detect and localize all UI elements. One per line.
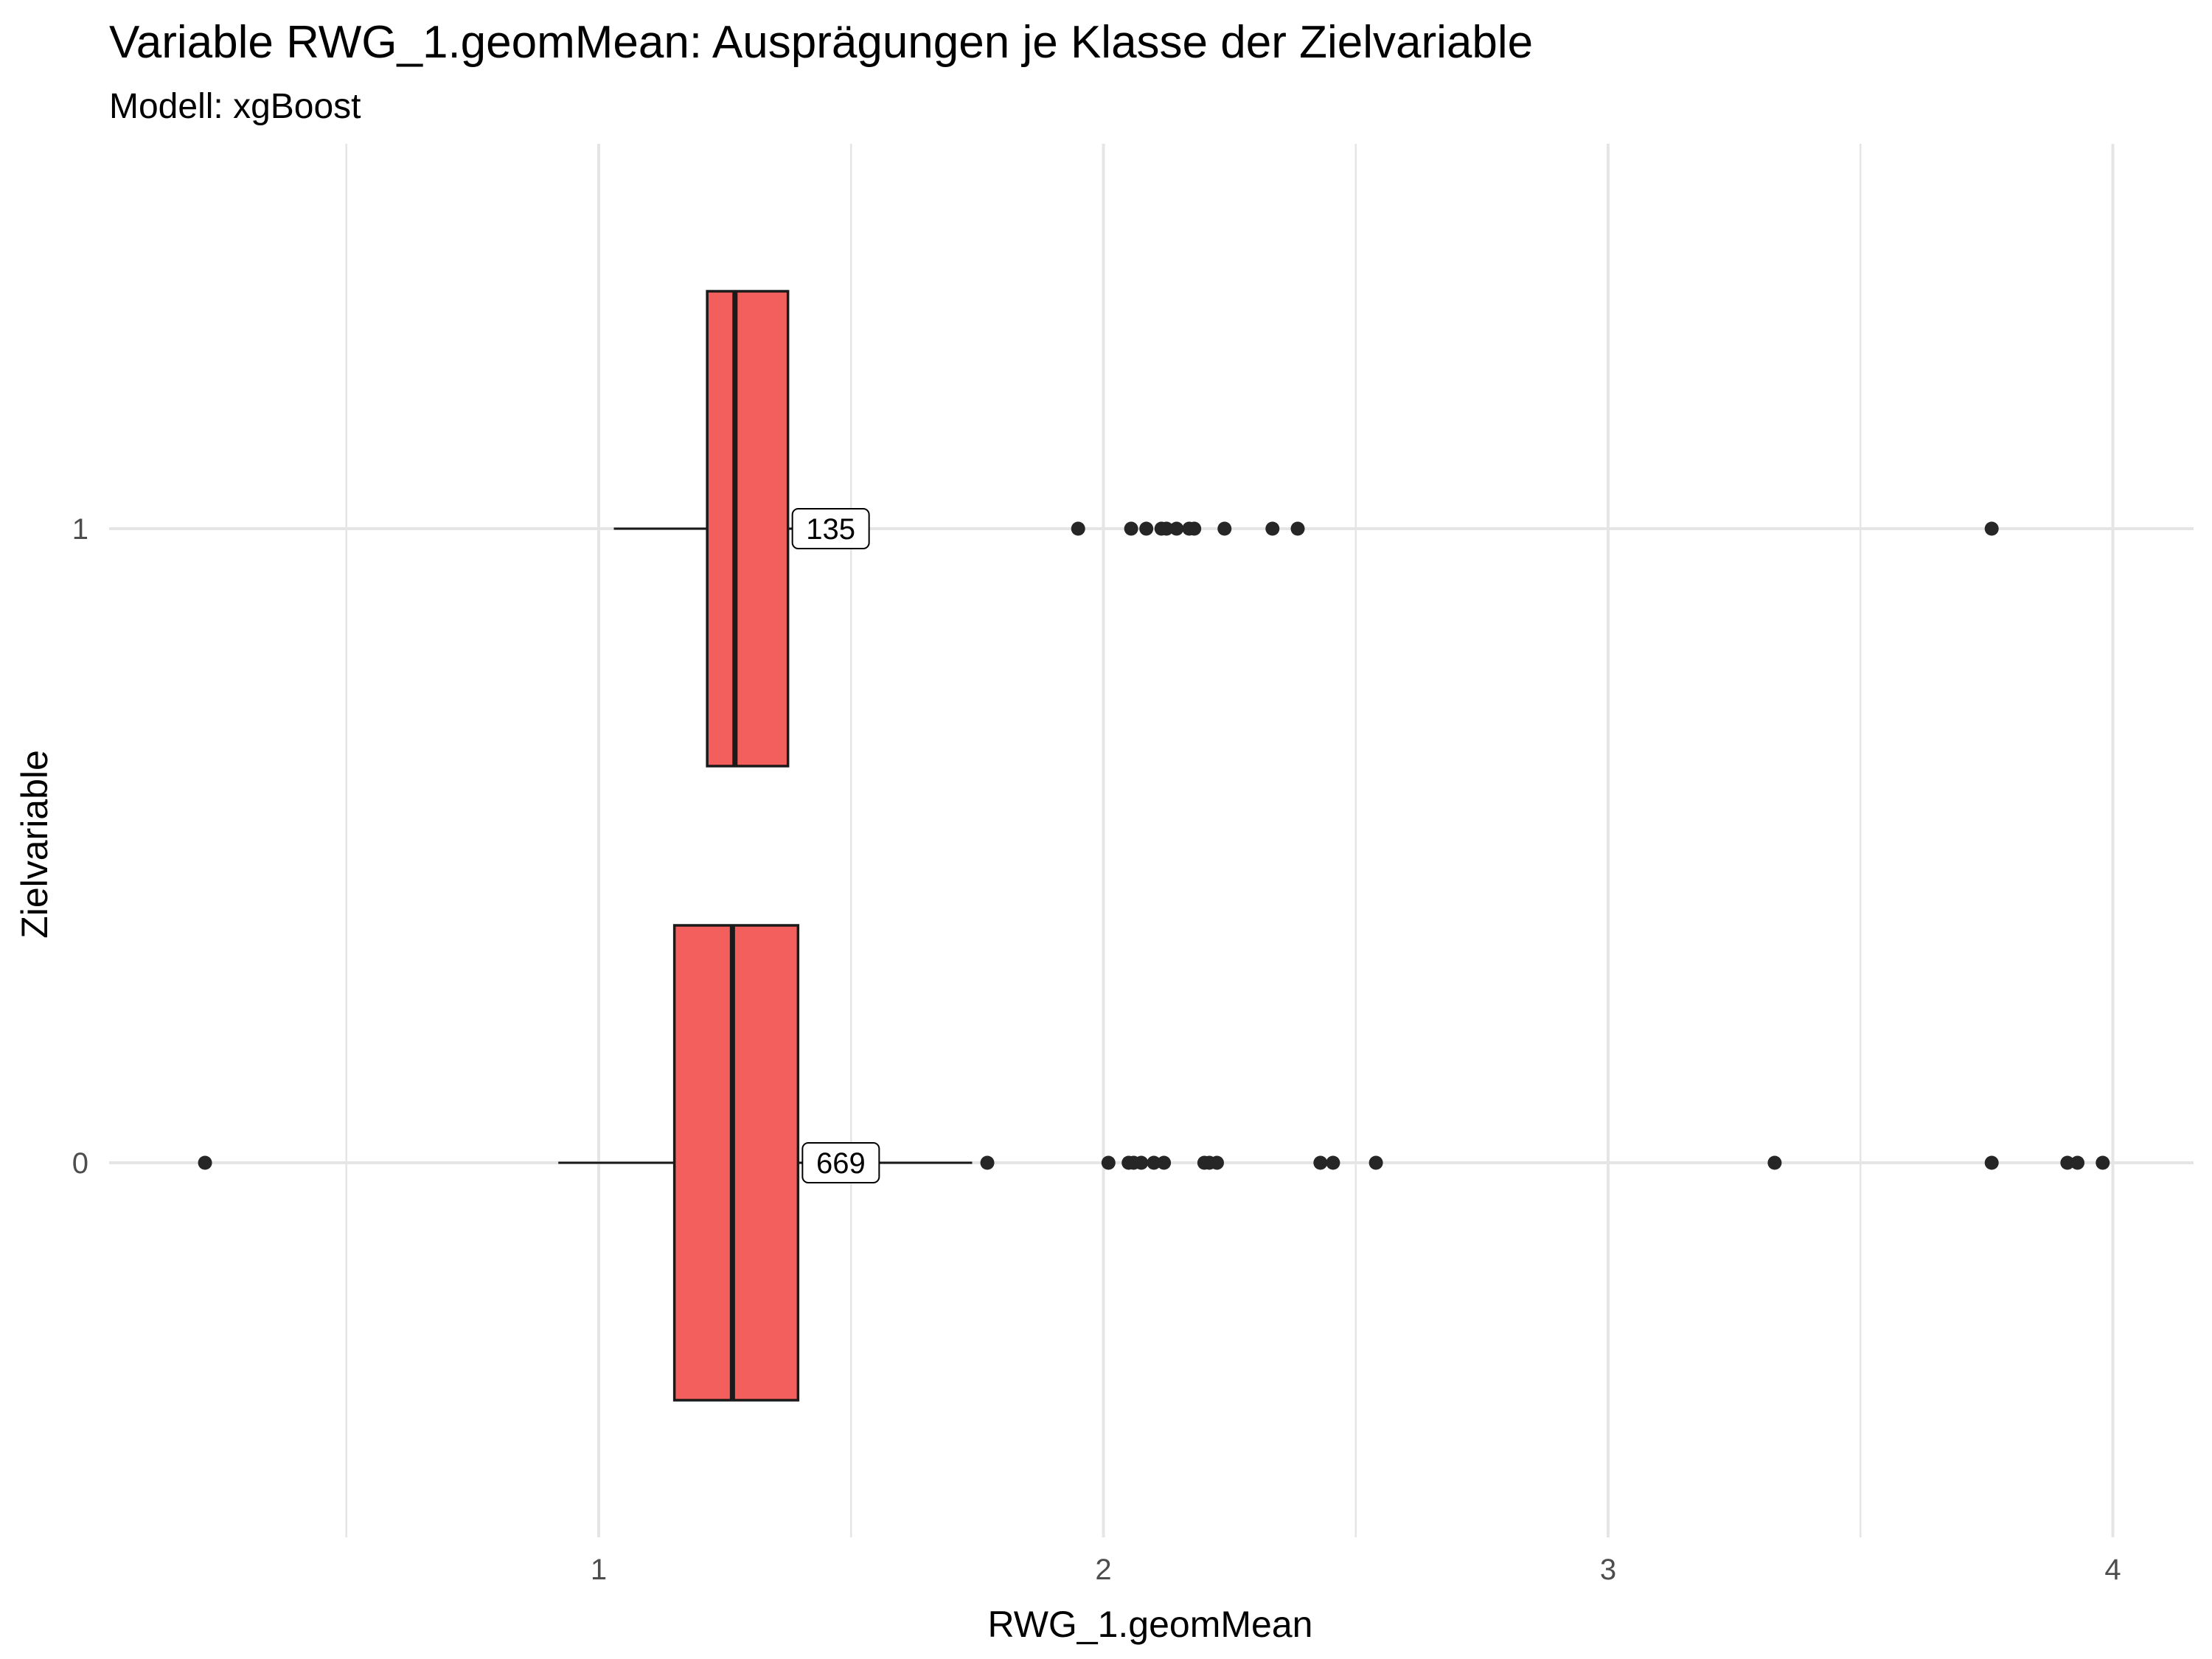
outlier-point <box>1101 1155 1116 1170</box>
y-tick-label: 1 <box>72 513 88 546</box>
axis-ticks: 1 2 3 4 0 1 <box>72 513 2121 1586</box>
outlier-point <box>1157 1155 1172 1170</box>
y-tick-label: 0 <box>72 1147 88 1180</box>
x-tick-label: 2 <box>1095 1554 1111 1586</box>
x-tick-label: 1 <box>591 1554 607 1586</box>
outlier-point <box>1326 1155 1340 1170</box>
box-iqr <box>672 924 800 1402</box>
chart-subtitle: Modell: xgBoost <box>109 87 361 126</box>
count-label-box <box>791 508 870 549</box>
outlier-point <box>1290 521 1305 536</box>
y-axis-title: Zielvariable <box>14 750 55 939</box>
box-group-1: 135 <box>613 290 1999 768</box>
outlier-point <box>1209 1155 1224 1170</box>
outlier-point <box>1313 1155 1328 1170</box>
x-tick-label: 3 <box>1600 1554 1616 1586</box>
box-iqr <box>706 290 790 768</box>
chart-title: Variable RWG_1.geomMean: Ausprägungen je… <box>109 17 1533 68</box>
outlier-point <box>2060 1155 2075 1170</box>
count-label-text: 669 <box>816 1147 866 1180</box>
outlier-point <box>1147 1155 1161 1170</box>
outlier-point <box>1767 1155 1782 1170</box>
x-tick-label: 4 <box>2104 1554 2121 1586</box>
outlier-point <box>1134 1155 1149 1170</box>
outlier-point <box>1187 521 1202 536</box>
count-label-text: 135 <box>806 513 855 546</box>
outlier-point <box>980 1155 995 1170</box>
outlier-point <box>1984 521 1999 536</box>
outlier-point <box>1984 1155 1999 1170</box>
outlier-point <box>1124 521 1138 536</box>
outlier-point <box>1139 521 1154 536</box>
outlier-point <box>1071 521 1085 536</box>
plot-marks: 669 135 <box>198 290 2110 1402</box>
box-group-0: 669 <box>198 924 2110 1402</box>
grid-lines <box>109 144 2194 1537</box>
outlier-point <box>2070 1155 2085 1170</box>
x-axis-title: RWG_1.geomMean <box>988 1604 1313 1645</box>
outlier-point <box>1159 521 1174 536</box>
outlier-point <box>1217 521 1232 536</box>
outlier-point <box>1368 1155 1383 1170</box>
count-label-1: 135 <box>791 508 870 549</box>
count-label-box <box>801 1142 880 1183</box>
outlier-point <box>2096 1155 2110 1170</box>
count-label-0: 669 <box>801 1142 880 1183</box>
outlier-point <box>1265 521 1280 536</box>
outlier-point <box>198 1155 212 1170</box>
outlier-point <box>1169 521 1184 536</box>
